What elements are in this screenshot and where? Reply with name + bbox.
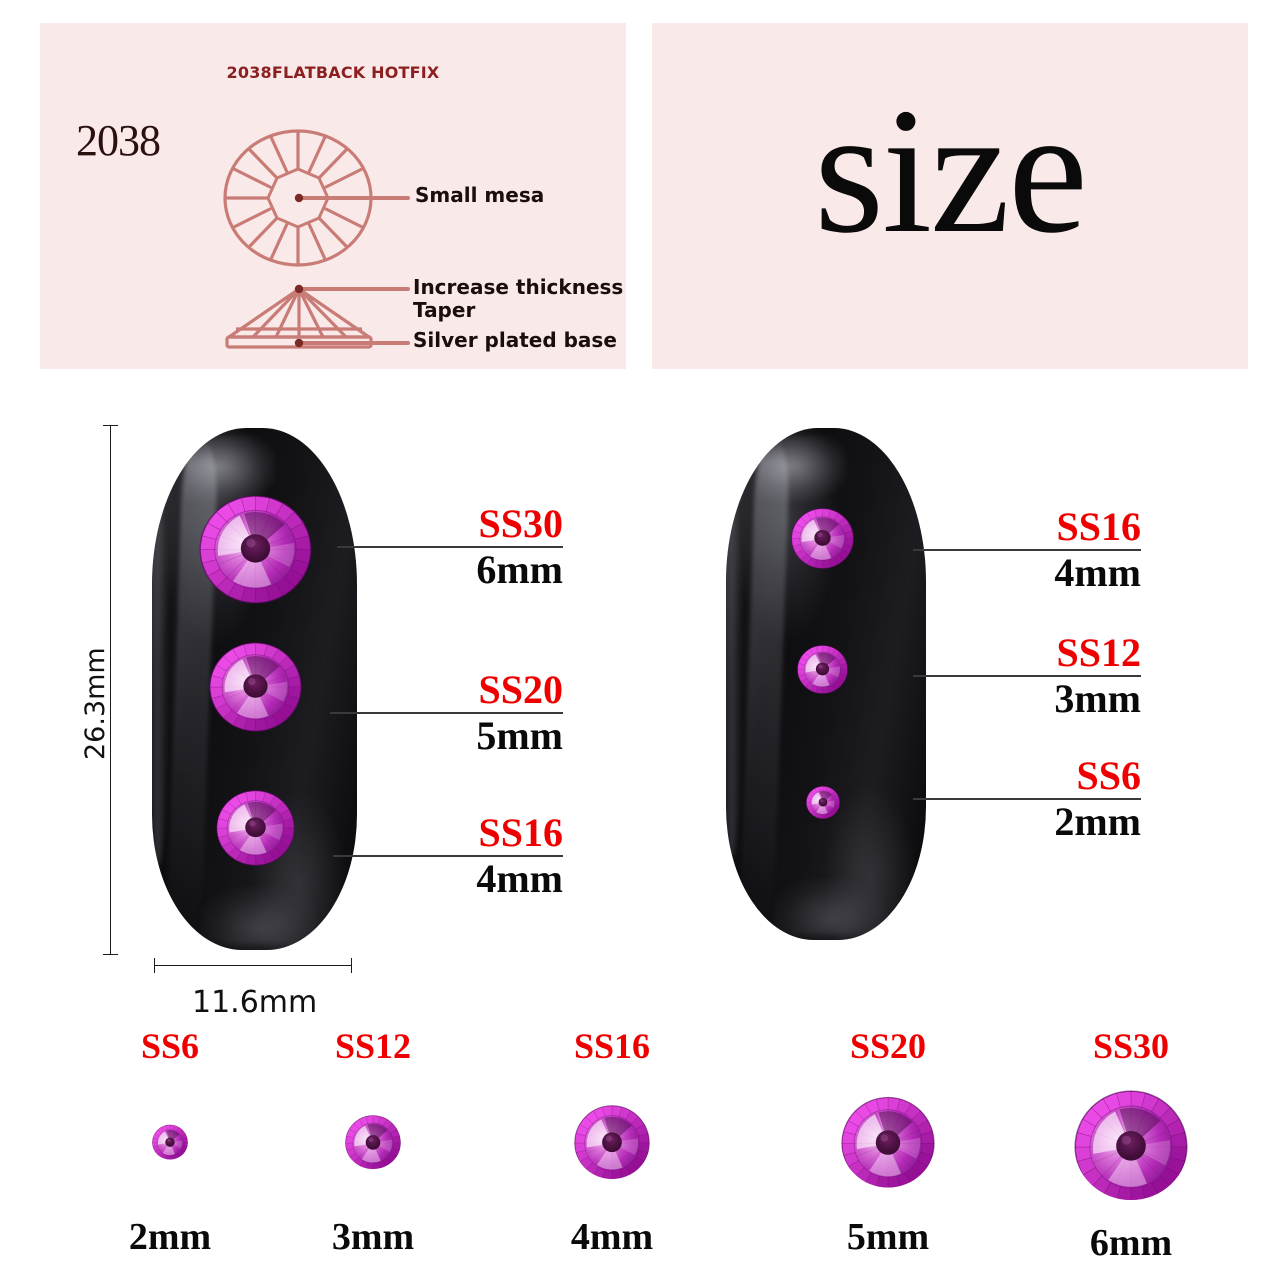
label-silver-plated-base: Silver plated base bbox=[413, 328, 617, 352]
size-chart-gem bbox=[574, 1105, 650, 1179]
size-chart-item-ss16: SS16 4mm bbox=[527, 1028, 697, 1256]
callout-mm-label: 4mm bbox=[476, 856, 563, 901]
label-increase-thickness: Increase thickness bbox=[413, 275, 624, 299]
size-chart-mm-label: 4mm bbox=[570, 1216, 654, 1258]
rhinestone-ss30 bbox=[199, 495, 312, 604]
rhinestone-ss20 bbox=[209, 642, 302, 732]
dimension-line-width bbox=[154, 958, 352, 973]
dimension-cap-top bbox=[103, 425, 118, 426]
size-chart-mm-label: 3mm bbox=[331, 1216, 415, 1258]
nail-gloss-bottom bbox=[774, 878, 886, 935]
size-chart-mm-label: 5mm bbox=[846, 1216, 930, 1258]
rhinestone-ss16 bbox=[216, 790, 295, 866]
size-heading-panel: size bbox=[652, 23, 1248, 369]
callout-rule bbox=[337, 546, 563, 548]
callout-rule bbox=[330, 712, 563, 714]
callout-rule bbox=[913, 549, 1141, 551]
nail-gloss-edge bbox=[726, 489, 742, 859]
label-small-mesa: Small mesa bbox=[415, 183, 545, 207]
callout-ss-label: SS6 bbox=[1076, 753, 1142, 798]
size-chart-ss-label: SS12 bbox=[334, 1026, 412, 1066]
callout-ss-label: SS16 bbox=[1056, 504, 1142, 549]
dimension-cap-left bbox=[154, 958, 155, 973]
callout-ss-label: SS30 bbox=[478, 501, 564, 546]
size-chart-ss-label: SS6 bbox=[140, 1026, 200, 1066]
rhinestone-ss16 bbox=[791, 508, 854, 569]
size-chart-item-ss6: SS6 2mm bbox=[85, 1028, 255, 1256]
callout-rule bbox=[913, 675, 1141, 677]
size-chart-item-ss12: SS12 3mm bbox=[288, 1028, 458, 1256]
size-chart-ss-label: SS16 bbox=[573, 1026, 651, 1066]
callout-rule bbox=[333, 855, 563, 857]
size-chart-gem bbox=[841, 1096, 935, 1188]
callout-mm-label: 4mm bbox=[1054, 550, 1141, 595]
size-chart-gem bbox=[152, 1124, 188, 1160]
dimension-cap-right bbox=[351, 958, 352, 973]
size-heading-text: size bbox=[814, 71, 1088, 270]
label-taper: Taper bbox=[413, 298, 476, 322]
dimension-line-height bbox=[103, 425, 118, 955]
size-chart-mm-label: 2mm bbox=[128, 1216, 212, 1258]
nail-gloss-bottom bbox=[201, 887, 316, 945]
size-chart-item-ss20: SS20 5mm bbox=[803, 1028, 973, 1256]
size-chart-ss-label: SS30 bbox=[1092, 1026, 1170, 1066]
callout-mm-label: 3mm bbox=[1054, 676, 1141, 721]
spec-product-code: 2038 bbox=[76, 116, 161, 165]
rhinestone-ss6 bbox=[806, 786, 840, 819]
callout-rule bbox=[913, 798, 1141, 800]
dimension-width-label: 11.6mm bbox=[192, 985, 318, 1020]
spec-panel-title: 2038FLATBACK HOTFIX bbox=[226, 63, 440, 82]
rhinestone-ss12 bbox=[797, 645, 848, 694]
size-chart-gem bbox=[345, 1115, 401, 1169]
callout-mm-label: 6mm bbox=[476, 547, 563, 592]
callout-mm-label: 2mm bbox=[1054, 799, 1141, 844]
size-chart-mm-label: 6mm bbox=[1089, 1222, 1173, 1264]
callout-ss-label: SS12 bbox=[1056, 630, 1142, 675]
nail-gloss-streak bbox=[739, 438, 791, 920]
callout-mm-label: 5mm bbox=[476, 713, 563, 758]
size-chart-gem bbox=[1074, 1090, 1188, 1200]
dimension-height-label: 26.3mm bbox=[80, 647, 111, 760]
callout-ss-label: SS20 bbox=[478, 667, 564, 712]
dimension-cap-bottom bbox=[103, 954, 118, 955]
callout-ss-label: SS16 bbox=[478, 810, 564, 855]
spec-panel: 2038FLATBACK HOTFIX 2038 bbox=[40, 23, 626, 369]
flatback-diagram bbox=[223, 129, 410, 349]
size-chart-ss-label: SS20 bbox=[849, 1026, 927, 1066]
size-chart-item-ss30: SS30 6mm bbox=[1046, 1028, 1216, 1262]
nail-gloss-top bbox=[758, 435, 846, 503]
nail-gloss-edge bbox=[152, 490, 169, 867]
nail-gloss-top bbox=[184, 435, 275, 504]
